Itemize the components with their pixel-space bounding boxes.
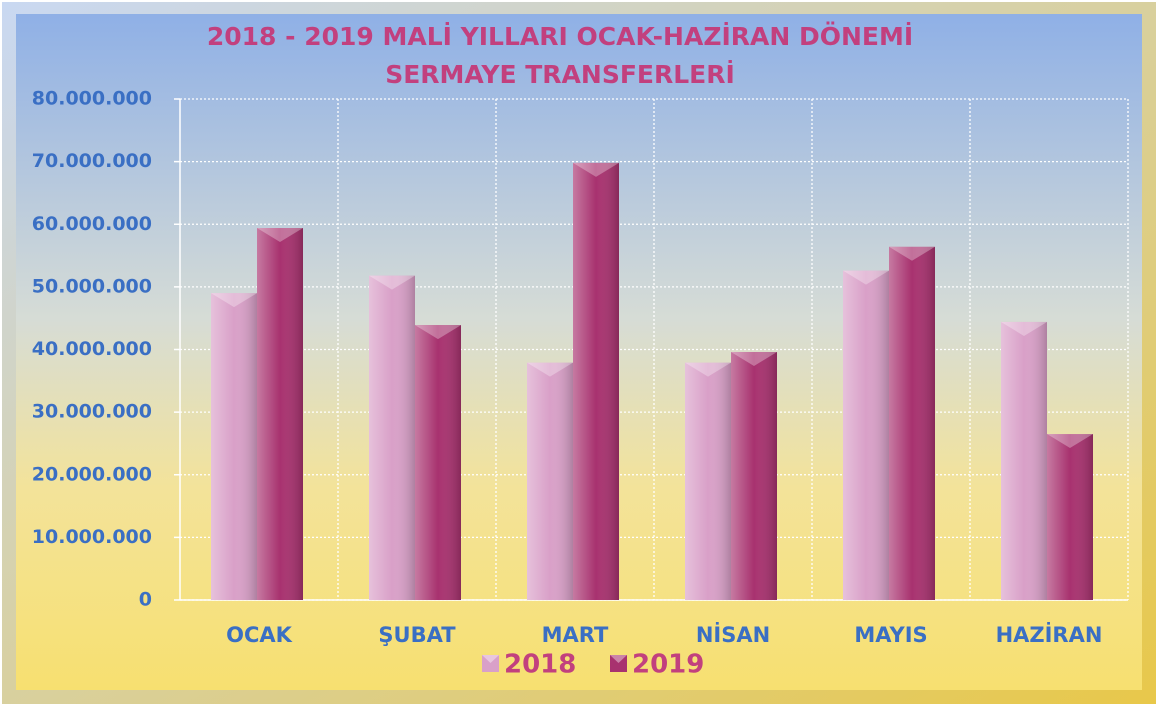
bar-shade <box>731 352 777 600</box>
legend-swatch <box>482 655 499 672</box>
bar-shade <box>1001 321 1047 600</box>
bar-cap <box>1047 434 1093 449</box>
x-tick-label: MAYIS <box>854 623 927 647</box>
bar-cap <box>257 228 303 243</box>
bar-cap <box>843 270 889 285</box>
bar-cap <box>889 246 935 261</box>
bar-shade <box>257 228 303 600</box>
bar-cap <box>731 352 777 367</box>
y-tick-label: 40.000.000 <box>32 338 152 360</box>
legend-label: 2018 <box>504 650 576 680</box>
chart-title: 2018 - 2019 MALİ YILLARI OCAK-HAZİRAN DÖ… <box>207 21 913 51</box>
bar-cap <box>415 325 461 340</box>
y-tick-label: 30.000.000 <box>32 401 152 423</box>
bar-cap <box>369 275 415 290</box>
x-tick-label: ŞUBAT <box>378 623 456 647</box>
legend-swatch-cap <box>482 655 499 663</box>
bar-shade <box>843 270 889 600</box>
bar-shade <box>527 362 573 600</box>
x-tick-label: NİSAN <box>696 622 770 647</box>
legend-swatch-cap <box>610 655 627 663</box>
y-tick-label: 70.000.000 <box>32 150 152 172</box>
bar-cap <box>685 362 731 377</box>
bar-shade <box>889 246 935 601</box>
bar-shade <box>1047 434 1093 600</box>
legend-swatch <box>610 655 627 672</box>
bar-shade <box>415 325 461 600</box>
y-tick-label: 0 <box>139 589 152 611</box>
bar-cap <box>527 362 573 377</box>
x-tick-label: OCAK <box>226 623 293 647</box>
bar-shade <box>685 362 731 600</box>
bar-shade <box>573 162 619 600</box>
bar-cap <box>573 162 619 177</box>
y-tick-label: 80.000.000 <box>32 88 152 110</box>
y-tick-label: 50.000.000 <box>32 275 152 297</box>
x-tick-label: MART <box>542 623 609 647</box>
bar-cap <box>211 293 257 308</box>
bar-shade <box>369 275 415 600</box>
y-tick-label: 60.000.000 <box>32 213 152 235</box>
chart-subtitle: SERMAYE TRANSFERLERİ <box>385 59 735 89</box>
bar-shade <box>211 293 257 600</box>
legend-label: 2019 <box>632 650 704 680</box>
y-tick-label: 20.000.000 <box>32 463 152 485</box>
x-tick-label: HAZİRAN <box>996 622 1103 647</box>
bar-cap <box>1001 321 1047 336</box>
y-tick-label: 10.000.000 <box>32 526 152 548</box>
